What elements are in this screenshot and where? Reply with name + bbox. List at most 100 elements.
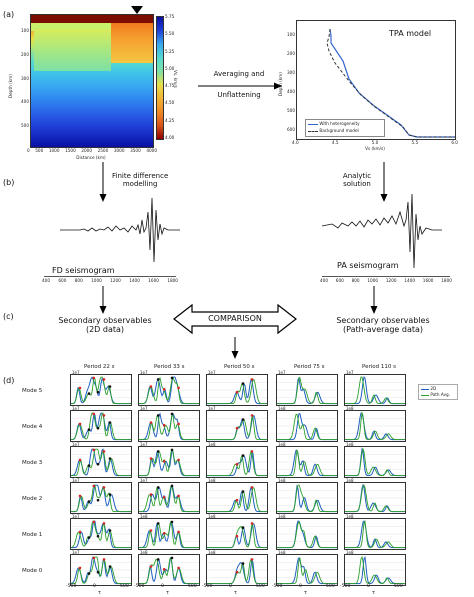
scale-label: 1e8 [346,478,354,483]
subplot-curves [139,412,199,441]
mode-period-subplot: 1e8 [206,514,268,550]
curve-path-avg [207,487,267,513]
peak-marker [241,526,245,529]
peak-marker [92,376,96,380]
subplot-curves [139,483,199,513]
y-tick: 500 [21,123,29,128]
scale-label: 1e8 [278,514,286,519]
peak-marker [177,458,180,462]
period-title: Period 22 s [84,364,115,370]
mode-period-subplot: 1e7 [276,370,338,406]
peak-marker [149,421,153,424]
x-axis-label: τ [234,590,238,596]
subplot-curves [277,448,337,477]
curve-2d [207,450,267,477]
curve-path-avg [345,520,405,549]
panel-label-c: (c) [3,312,14,321]
x-tick: 1600 [422,278,434,283]
peak-marker [235,462,239,466]
mode-period-subplot: 1e8 [206,478,268,514]
curve-path-avg [71,376,131,405]
legend-2d: 2D [430,386,437,391]
curve-2d [71,376,131,405]
x-tick: 1000 [91,278,102,283]
scale-label: 1e7 [140,370,148,375]
peak-marker [156,522,160,525]
pa-axis [322,276,450,277]
heatmap-x-ticks: 0 500 1000 1500 2000 2500 3000 3500 4000 [27,148,157,153]
x-axis-label: τ [372,590,376,596]
scale-label: 1e8 [346,550,354,555]
pa-seismogram-trace [321,193,442,269]
curve-2d [207,414,267,441]
peak-marker [149,385,153,388]
peak-marker [177,422,180,426]
peak-marker [87,572,91,575]
tpa-legend-hetero: With heterogeneity [319,121,360,126]
peak-marker [96,462,100,466]
subplot-curves [70,448,131,477]
mode-period-subplot: 1e8 [276,478,338,514]
comparison-down-arrow [231,337,239,359]
heatmap-x-label: Distance (km) [76,155,106,160]
y-tick: 300 [287,70,295,75]
subplot-curves [277,520,337,549]
peak-marker [78,566,82,570]
peak-marker [156,414,160,417]
x-tick: 2000 [81,148,92,153]
mode-period-subplot: 1e8 [206,550,268,586]
subplot-curves [207,522,267,549]
scale-label: 1e8 [346,406,354,411]
peak-marker [156,486,160,489]
peak-marker [170,520,174,524]
x-tick: 3500 [130,148,141,153]
x-tick: 0 [161,584,164,589]
y-tick: 200 [21,51,29,57]
scale-label: 1e8 [208,514,216,519]
x-tick: 500 [188,584,197,589]
scale-label: 1e8 [278,406,286,411]
curve-2d [207,559,267,585]
peak-marker [78,458,82,462]
x-tick: 1800 [441,278,452,283]
curve-path-avg [207,414,267,441]
mode-period-subplot: 1e8 [344,550,406,586]
curve-2d [139,556,199,585]
y-tick: 300 [21,75,29,81]
y-tick: 600 [287,127,295,132]
mode-period-subplot: 1e7 [138,370,200,406]
peak-marker [96,570,100,574]
x-tick: 6.0 [451,140,458,145]
x-tick: -500 [66,584,77,589]
x-tick: 1200 [385,278,397,283]
curve-2d [71,520,131,549]
peak-marker [92,556,96,560]
peak-marker [235,534,239,538]
tpa-title: TPA model [389,29,432,38]
curve-path-avg [70,412,131,441]
subplot-curves [207,449,267,477]
period-title: Period 75 s [294,364,325,370]
peak-marker [250,558,254,561]
curve-2d [70,556,131,585]
subplot-curves [139,556,199,585]
peak-marker [149,493,153,496]
curve-path-avg [207,449,267,477]
mode-period-subplot: 1e7 [138,406,200,442]
curve-2d [207,523,267,549]
y-tick: 400 [21,99,29,105]
peak-marker [241,454,245,457]
peak-marker [108,493,112,496]
y-tick: 500 [287,108,295,113]
peak-marker [156,558,160,561]
colorbar-tick: 4.00 [165,134,175,140]
x-tick: 500 [35,148,44,153]
scale-label: 1e8 [346,442,354,447]
curve-2d [277,450,337,477]
x-tick: 600 [58,278,67,283]
scale-label: 1e8 [346,514,354,519]
x-tick: 4000 [146,148,157,153]
peak-marker [177,494,180,498]
colorbar-tick: 5.00 [165,65,175,71]
fd-x-ticks: 400 600 800 1000 1200 1400 1600 1800 [42,278,178,283]
